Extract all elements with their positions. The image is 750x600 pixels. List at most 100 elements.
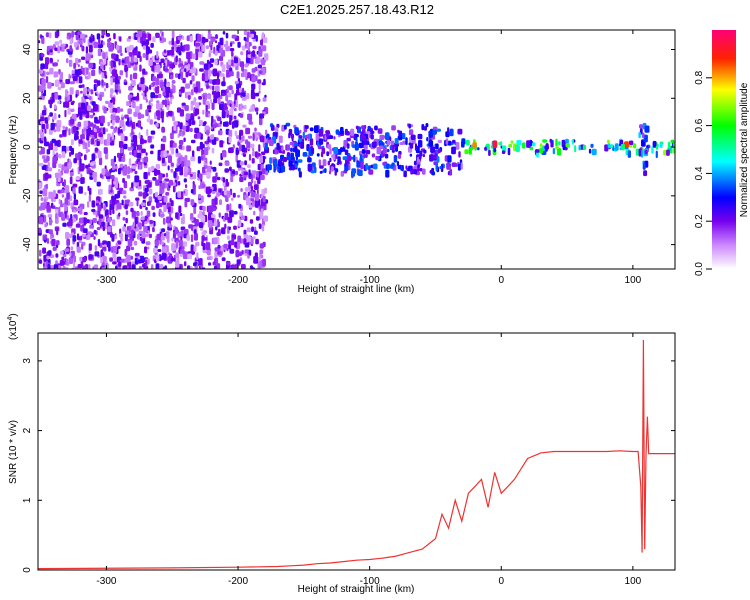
heatmap-cell: [131, 210, 136, 218]
heatmap-cell: [106, 241, 111, 248]
heatmap-cell: [124, 114, 129, 119]
heatmap-cell: [274, 127, 279, 133]
heatmap-cell: [178, 140, 184, 145]
heatmap-cell: [237, 41, 241, 48]
heatmap-cell: [633, 143, 637, 149]
heatmap-cell: [230, 59, 234, 67]
heatmap-cell: [54, 104, 57, 110]
heatmap-cell: [193, 189, 196, 195]
heatmap-cell: [214, 58, 218, 66]
heatmap-cell: [70, 147, 74, 155]
heatmap-cell: [290, 152, 294, 161]
heatmap-cell: [373, 163, 378, 170]
heatmap-cell: [138, 132, 141, 139]
heatmap-cell: [455, 142, 460, 150]
heatmap-cell: [108, 184, 112, 191]
heatmap-cell: [246, 197, 251, 206]
heatmap-cell: [439, 166, 443, 170]
heatmap-cell: [58, 163, 62, 169]
heatmap-cell: [78, 186, 83, 194]
heatmap-cell: [152, 212, 156, 217]
heatmap-cell: [294, 145, 298, 152]
heatmap-cell: [193, 67, 196, 73]
heatmap-cell: [73, 199, 79, 206]
heatmap-cell: [142, 68, 146, 75]
heatmap-cell: [140, 77, 145, 85]
heatmap-cell: [328, 135, 334, 139]
heatmap-cell: [229, 119, 232, 126]
heatmap-cell: [164, 68, 169, 72]
heatmap-cell: [591, 148, 597, 156]
heatmap-cell: [215, 78, 221, 85]
heatmap-cell: [171, 237, 174, 242]
heatmap-cell: [91, 208, 96, 213]
heatmap-cell: [64, 109, 67, 118]
heatmap-cell: [150, 150, 154, 155]
heatmap-cell: [71, 30, 74, 38]
heatmap-cell: [399, 142, 404, 146]
heatmap-cell: [138, 179, 142, 187]
y-tick-label: 2: [22, 427, 33, 433]
heatmap-cell: [127, 234, 131, 238]
heatmap-cell: [139, 164, 142, 170]
heatmap-cell: [38, 259, 43, 264]
heatmap-cell: [244, 43, 247, 48]
heatmap-cell: [230, 265, 236, 269]
heatmap-cell: [510, 140, 514, 144]
heatmap-cell: [156, 73, 162, 79]
heatmap-cell: [243, 171, 249, 176]
heatmap-cell: [538, 148, 544, 154]
heatmap-cell: [57, 59, 60, 63]
heatmap-cell: [141, 83, 146, 92]
heatmap-cell: [607, 139, 610, 144]
heatmap-cell: [74, 41, 78, 48]
heatmap-cell: [112, 69, 117, 77]
heatmap-cell: [155, 85, 160, 94]
heatmap-cell: [87, 234, 91, 240]
heatmap-cell: [207, 136, 210, 143]
heatmap-cell: [145, 109, 149, 117]
heatmap-cell: [66, 146, 71, 152]
heatmap-cell: [61, 169, 64, 175]
heatmap-cell: [94, 264, 99, 269]
heatmap-cell: [212, 79, 216, 85]
heatmap-cell: [148, 109, 152, 113]
heatmap-cell: [84, 154, 87, 161]
heatmap-cell: [184, 268, 186, 269]
heatmap-cell: [276, 142, 280, 151]
heatmap-cell: [44, 89, 46, 96]
heatmap-cell: [155, 164, 160, 170]
heatmap-cell: [328, 170, 332, 175]
heatmap-cell: [391, 125, 396, 131]
heatmap-cell: [140, 114, 145, 119]
heatmap-cell: [246, 93, 250, 100]
heatmap-cell: [184, 166, 189, 173]
heatmap-cell: [293, 142, 299, 146]
heatmap-cell: [219, 37, 223, 46]
heatmap-cell: [178, 205, 182, 214]
heatmap-cell: [44, 128, 47, 134]
heatmap-cell: [77, 121, 82, 127]
heatmap-cell: [167, 206, 171, 213]
heatmap-cell: [158, 208, 162, 213]
heatmap-cell: [385, 132, 390, 140]
heatmap-cell: [184, 68, 187, 73]
heatmap-cell: [426, 137, 429, 142]
heatmap-cell: [263, 37, 268, 43]
heatmap-cell: [40, 121, 44, 125]
heatmap-cell: [260, 208, 264, 214]
heatmap-cell: [59, 39, 63, 44]
heatmap-cell: [209, 160, 212, 165]
heatmap-cell: [218, 250, 221, 255]
snr-axes: -300 -200 -100 0 100 0 1 2 3: [22, 333, 675, 587]
heatmap-cell: [101, 72, 105, 79]
heatmap-cell: [252, 236, 256, 240]
heatmap-cell: [160, 241, 164, 245]
heatmap-cell: [52, 149, 55, 157]
heatmap-cell: [219, 189, 222, 193]
heatmap-cell: [202, 211, 205, 216]
heatmap-cell: [50, 265, 54, 269]
heatmap-cell: [213, 265, 217, 269]
heatmap-cell: [87, 185, 90, 191]
heatmap-cell: [327, 144, 332, 150]
